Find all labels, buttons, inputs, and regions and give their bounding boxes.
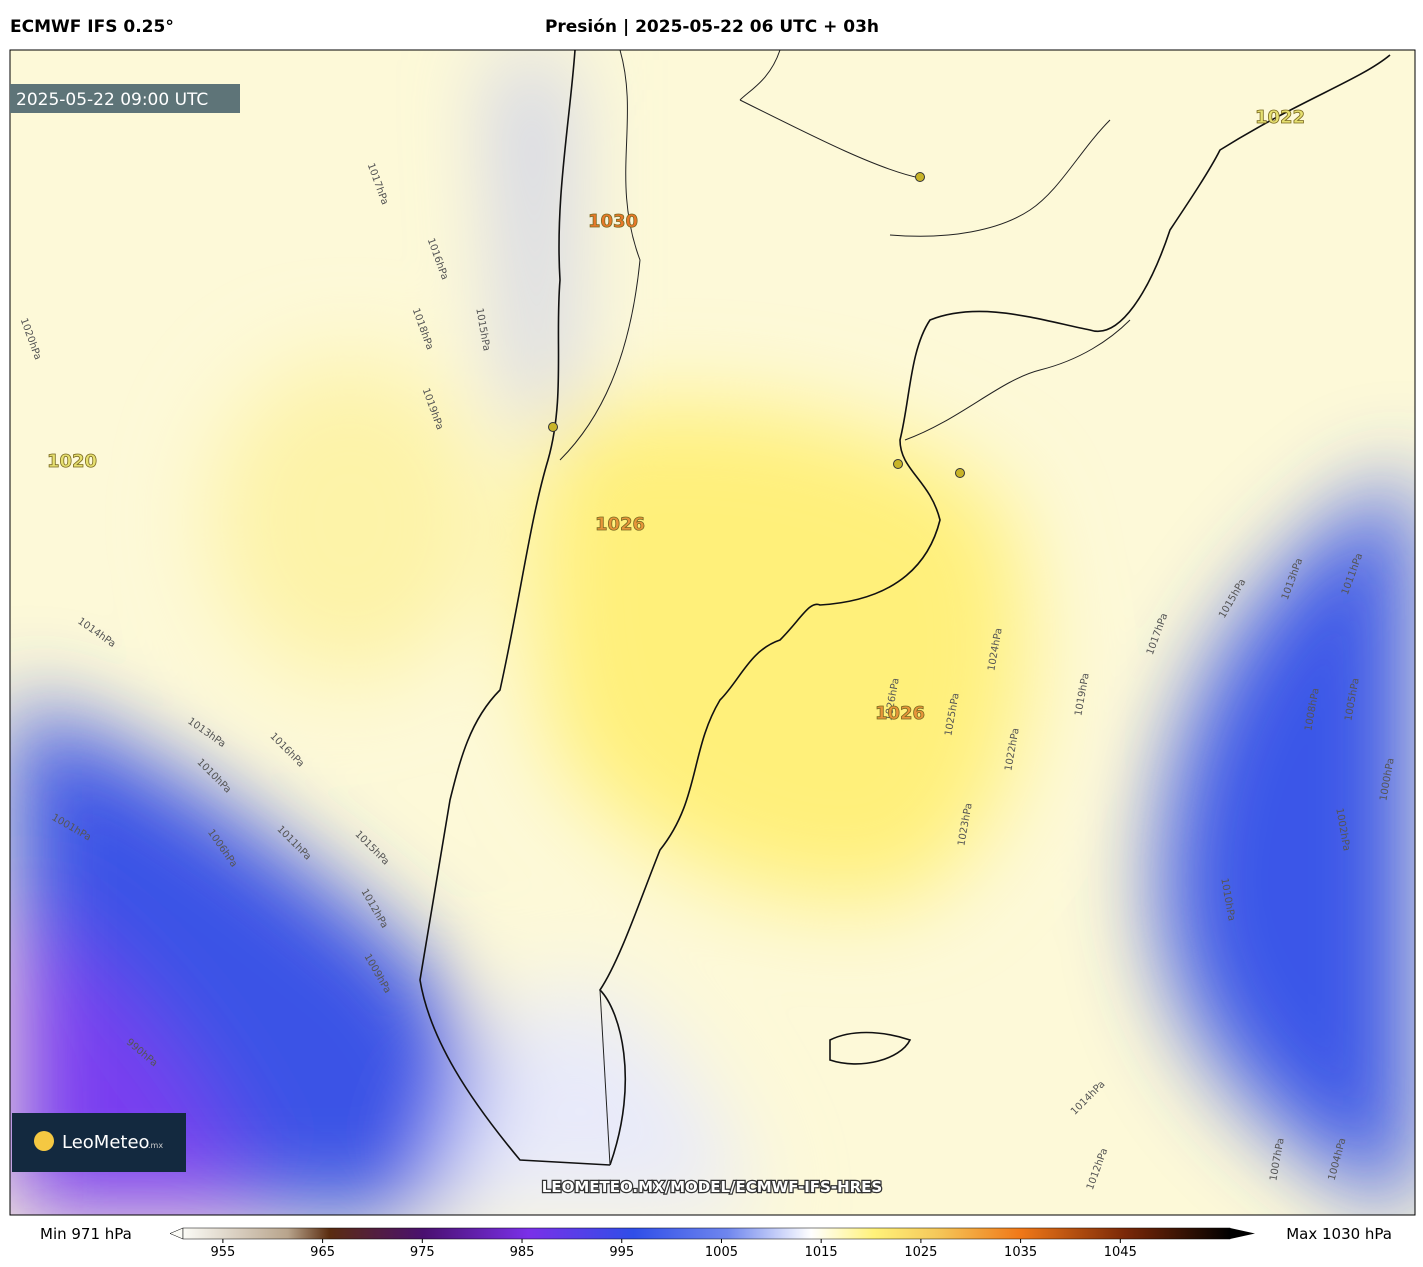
coastlines [419,50,1391,1166]
model-name: ECMWF IFS 0.25° [10,17,174,37]
colorbar-bar [182,1227,1231,1240]
pressure-center: 1022 [1255,107,1305,128]
colorbar-tick-label: 1035 [1004,1245,1037,1260]
colorbar-tick-label: 1015 [805,1245,838,1260]
colorbar-tick-label: 985 [510,1245,535,1260]
colorbar-tick-label: 1005 [705,1245,738,1260]
logo-name: LeoMeteo [62,1132,150,1153]
pressure-center: 1026 [595,514,645,535]
pressure-center: 1030 [588,211,638,232]
colorbar-high-arrow [1230,1228,1255,1239]
colorbar-max: Max 1030 hPa [1286,1225,1392,1243]
colorbar: 955 965 975 985 995 1005 1015 1025 1035 1045 [169,1227,1255,1260]
colorbar-tick-label: 1025 [904,1245,937,1260]
cities [548,172,965,478]
colorbar-tick-label: 1045 [1104,1245,1137,1260]
colorbar-min: Min 971 hPa [40,1225,132,1243]
borders [559,50,1131,1166]
pressure-centers: 1030 1026 1026 1020 1022 [47,107,1306,725]
map-area: 1015hPa1016hPa1017hPa1018hPa1019hPa1020h… [10,50,1415,1215]
pressure-center: 1020 [47,451,97,472]
map-frame [9,49,1416,1216]
valid-time-box [10,84,240,113]
logo-suffix: .mx [148,1141,163,1150]
logo-sun [34,1131,54,1151]
pressure-center: 1026 [875,703,925,724]
colorbar-tick-label: 975 [410,1245,435,1260]
valid-time: 2025-05-22 09:00 UTC [16,90,208,110]
colorbar-low-arrow [169,1227,184,1240]
colorbar-tick-label: 955 [210,1245,235,1260]
map-title: Presión | 2025-05-22 06 UTC + 03h [545,17,879,37]
colorbar-tick-label: 995 [609,1245,634,1260]
colorbar-tick-label: 965 [310,1245,335,1260]
watermark: LEOMETEO.MX/MODEL/ECMWF-IFS-HRES [542,1178,882,1196]
